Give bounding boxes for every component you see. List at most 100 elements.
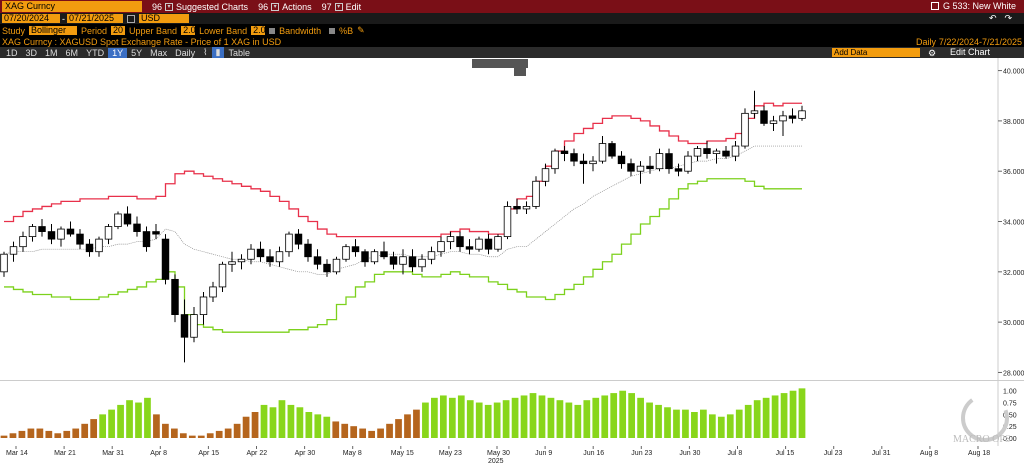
candle-body: [19, 236, 27, 248]
settings-icon[interactable]: ⚙: [928, 48, 937, 58]
candle-body: [522, 206, 531, 210]
volume-bar: [18, 430, 26, 438]
candle-body: [475, 238, 483, 250]
range-6m-button[interactable]: 6M: [65, 47, 79, 58]
candle-body: [769, 120, 778, 124]
candle-body: [76, 233, 84, 245]
volume-bar: [556, 400, 564, 438]
price-tick-label: 34.0000: [1003, 220, 1024, 227]
edit-menu[interactable]: 97 ▾ Edit: [322, 2, 362, 12]
candle-body: [237, 258, 246, 263]
top-toolbar: XAG Curncy 96 ▾ Suggested Charts 96 ▾ Acti…: [0, 0, 1024, 13]
suggested-charts-label: Suggested Charts: [176, 1, 249, 12]
range-max-button[interactable]: Max: [150, 47, 168, 58]
calendar-icon[interactable]: [127, 14, 135, 23]
candle-body: [750, 110, 759, 114]
candle-body: [608, 143, 616, 157]
period-select[interactable]: Daily: [175, 47, 196, 58]
volume-bar: [538, 395, 546, 438]
volume-bar: [646, 402, 653, 438]
volume-bar: [215, 430, 223, 438]
volume-bar: [511, 397, 519, 438]
candle-body: [275, 251, 284, 263]
ticker-input[interactable]: XAG Curncy: [2, 1, 142, 12]
volume-bar: [708, 414, 716, 438]
study-select[interactable]: Bollinger: [29, 26, 78, 35]
candle-body: [266, 256, 274, 263]
suggested-charts-menu[interactable]: 96 ▾ Suggested Charts: [152, 2, 248, 12]
volume-bar: [126, 400, 133, 438]
actions-menu[interactable]: 96 ▾ Actions: [258, 2, 312, 12]
candle-body: [9, 246, 18, 255]
pctb-checkbox[interactable]: [329, 27, 336, 34]
chart-mini-toolbar[interactable]: [472, 59, 528, 76]
candle-body: [551, 150, 559, 170]
candle-body: [38, 226, 46, 232]
edit-chart-button[interactable]: Edit Chart: [950, 47, 991, 57]
candle-body: [465, 246, 474, 250]
volume-bar: [547, 397, 555, 438]
candle-body: [779, 115, 787, 122]
candle-body: [760, 110, 768, 124]
export-icon[interactable]: [930, 2, 939, 10]
undo-icon[interactable]: ↶: [989, 13, 997, 23]
candle-body: [380, 251, 388, 258]
redo-icon[interactable]: ↷: [1004, 13, 1013, 23]
range-3d-button[interactable]: 3D: [25, 47, 38, 58]
volume-bar: [81, 423, 89, 438]
range-1d-button[interactable]: 1D: [6, 47, 18, 58]
table-button[interactable]: Table: [228, 47, 250, 58]
pencil-icon[interactable]: ✎: [357, 25, 365, 35]
volume-bar: [72, 428, 80, 438]
volume-bar: [457, 395, 465, 438]
candle-body: [313, 256, 322, 265]
candle-body: [133, 223, 141, 232]
candle-body: [285, 233, 293, 253]
volume-bar: [771, 395, 779, 438]
price-chart[interactable]: 40.0000 38.0000 36.0000 34.0000 32.0000 30.00…: [0, 58, 1024, 380]
watermark-logo: MACRO OPS: [953, 394, 1011, 445]
range-1m-button[interactable]: 1M: [45, 47, 58, 58]
candle-body: [57, 228, 65, 240]
end-date-input[interactable]: 07/21/2025: [67, 14, 123, 23]
candle-body: [722, 150, 730, 157]
line-chart-icon[interactable]: ⌇: [203, 47, 208, 57]
upper-band-input[interactable]: 2.0: [181, 25, 196, 35]
start-date-input[interactable]: 07/20/2024: [2, 14, 60, 23]
volume-bar: [368, 430, 375, 438]
dropdown-icon: ▾: [165, 2, 174, 11]
candle-body: [798, 110, 806, 119]
range-ytd-button[interactable]: YTD: [86, 47, 105, 58]
edit-num: 97: [321, 1, 332, 12]
candle-body: [674, 168, 683, 172]
candle-body: [370, 251, 379, 263]
candle-body: [693, 148, 702, 157]
volume-bar: [386, 423, 393, 438]
date-tick-label: Mar 31: [102, 450, 124, 457]
lower-band-input[interactable]: 2.0: [251, 25, 266, 35]
candle-chart-icon[interactable]: ▮: [211, 47, 225, 58]
candle-body: [180, 314, 189, 338]
price-tick-label: 40.0000: [1003, 69, 1024, 76]
bollinger-bands: [3, 102, 802, 333]
candle-body: [408, 256, 417, 268]
volume-bar: [153, 414, 160, 438]
candle-body: [513, 206, 521, 210]
period-input[interactable]: 20: [111, 25, 126, 35]
lower-band-label: Lower Band: [199, 25, 248, 36]
currency-select[interactable]: USD: [139, 14, 189, 23]
date-tick-label: May 23: [439, 450, 462, 457]
range-1y-button[interactable]: 1Y: [108, 47, 128, 58]
volume-bar: [601, 395, 609, 438]
range-5y-button[interactable]: 5Y: [131, 47, 143, 58]
range-buttons-row: 1D 3D 1M 6M YTD 1Y 5Y Max Daily ⌇ ▮ Tabl…: [0, 47, 1024, 58]
volume-tick-label: 0.25: [1003, 424, 1017, 431]
candle-body: [209, 286, 217, 298]
date-tick-label: Mar 21: [54, 450, 76, 457]
volume-bar: [798, 388, 806, 438]
add-data-input[interactable]: Add Data: [832, 48, 920, 57]
actions-num: 96: [258, 1, 269, 12]
bandwidth-checkbox[interactable]: [269, 27, 276, 34]
volume-bar: [404, 414, 411, 438]
date-tick-label: Jul 31: [872, 450, 891, 457]
